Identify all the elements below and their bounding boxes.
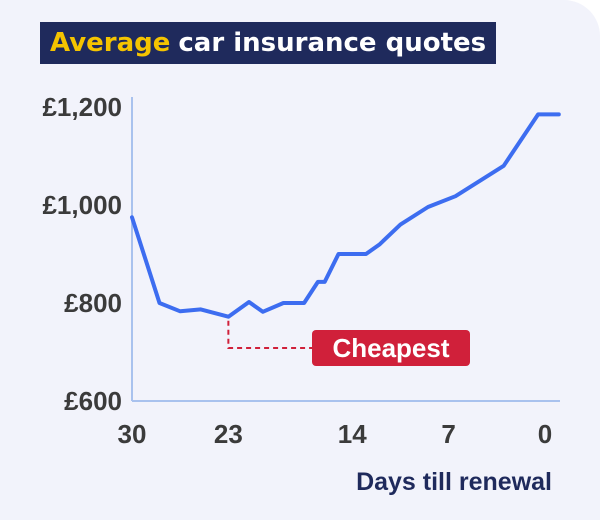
- annotation-label-box: [312, 330, 470, 366]
- y-tick-label: £600: [64, 386, 122, 416]
- x-tick-label: 14: [338, 419, 367, 449]
- x-axis-title: Days till renewal: [356, 468, 552, 496]
- chart-title: Average car insurance quotes: [40, 22, 497, 64]
- x-tick-label: 7: [441, 419, 455, 449]
- series-line: [130, 112, 561, 319]
- y-tick-label: £1,000: [42, 190, 122, 220]
- y-tick-label: £1,200: [42, 92, 122, 122]
- y-tick-label: £800: [64, 288, 122, 318]
- x-tick-label: 23: [214, 419, 243, 449]
- annotation-leader-line: [227, 320, 312, 349]
- x-tick-label: 30: [118, 419, 147, 449]
- annotation-label: Cheapest: [332, 333, 449, 363]
- x-tick-label: 0: [538, 419, 552, 449]
- chart-title-rest: car insurance quotes: [178, 28, 487, 58]
- chart-title-highlight: Average: [50, 28, 171, 58]
